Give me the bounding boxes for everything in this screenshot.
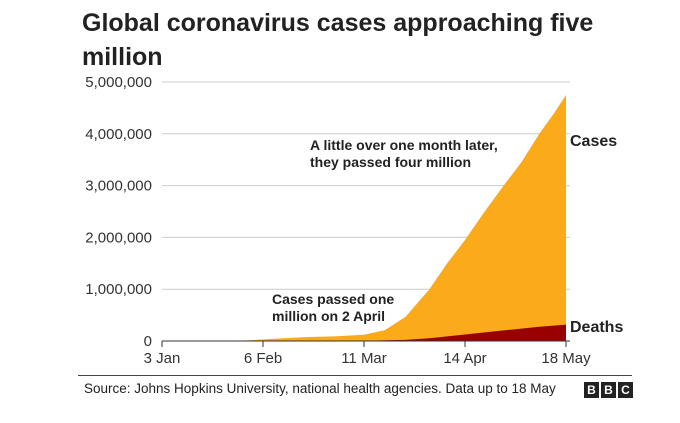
y-tick-label: 2,000,000 <box>85 229 152 246</box>
x-tick-label: 11 Mar <box>341 350 387 367</box>
y-tick-label: 3,000,000 <box>85 178 152 195</box>
y-tick-label: 1,000,000 <box>85 281 152 298</box>
bbc-logo: B B C <box>584 382 633 398</box>
annotation-line: Cases passed one <box>272 291 394 307</box>
series-area-deaths <box>162 324 566 341</box>
area-chart: 0 1,000,000 2,000,000 3,000,000 4,000,000 5,0… <box>85 74 623 367</box>
axes <box>161 340 570 347</box>
annotation-line: they passed four million <box>310 154 471 170</box>
bbc-logo-letter: B <box>601 382 616 398</box>
series-areas <box>162 95 566 341</box>
bbc-logo-letter: B <box>584 382 599 398</box>
annotation-line: A little over one month later, <box>310 137 498 153</box>
y-tick-label: 5,000,000 <box>85 74 152 91</box>
series-label-cases: Cases <box>570 133 617 150</box>
chart-labels: 0 1,000,000 2,000,000 3,000,000 4,000,000 5,0… <box>85 74 623 367</box>
y-tick-label: 4,000,000 <box>85 126 152 143</box>
series-area-cases <box>162 95 566 341</box>
chart-annotation: A little over one month later, they passe… <box>310 137 498 170</box>
x-tick-label: 3 Jan <box>144 350 181 367</box>
x-tick-label: 14 Apr <box>443 350 486 367</box>
x-tick-label: 18 May <box>541 350 591 367</box>
x-tick-label: 6 Feb <box>244 350 282 367</box>
footer-divider <box>78 375 632 376</box>
y-tick-label: 0 <box>144 333 152 350</box>
chart-title: Global coronavirus cases approaching fiv… <box>82 9 594 71</box>
source-note: Source: Johns Hopkins University, nation… <box>84 381 556 396</box>
series-label-deaths: Deaths <box>570 319 623 336</box>
chart-annotation: Cases passed one million on 2 April <box>272 291 394 324</box>
annotation-line: million on 2 April <box>272 308 385 324</box>
bbc-logo-letter: C <box>618 382 633 398</box>
